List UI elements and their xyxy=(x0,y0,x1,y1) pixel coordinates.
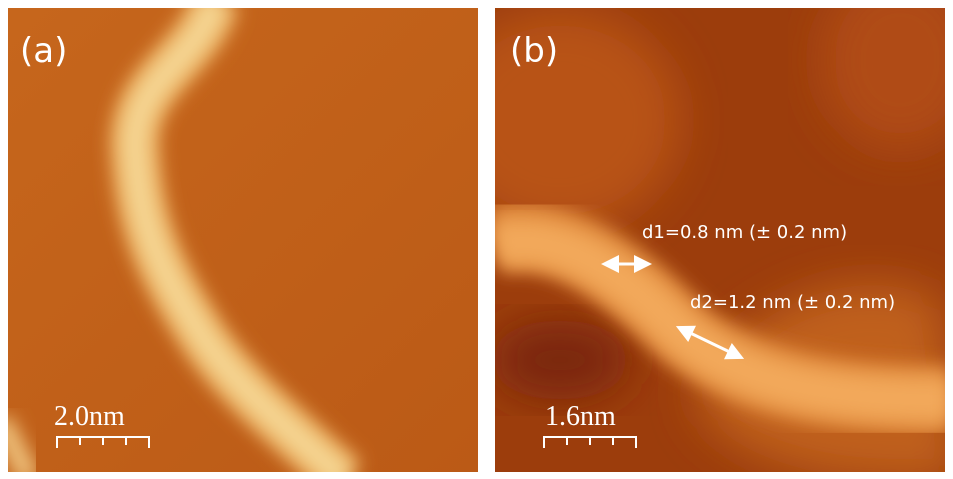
scale-bar-label: 1.6nm xyxy=(545,401,616,432)
panel-label: (a) xyxy=(20,31,67,71)
annotation: d1=0.8 nm (± 0.2 nm) xyxy=(642,222,847,243)
depression xyxy=(490,320,630,400)
scale-bar-label: 2.0nm xyxy=(54,401,125,432)
page: (a) 2.0nm (b) d1=0.8 nm (± 0.2 nm) d2=1.… xyxy=(0,0,953,479)
panel-label: (b) xyxy=(510,31,558,71)
annotation: d2=1.2 nm (± 0.2 nm) xyxy=(690,292,895,313)
figure: (a) 2.0nm (b) d1=0.8 nm (± 0.2 nm) d2=1.… xyxy=(0,0,953,479)
